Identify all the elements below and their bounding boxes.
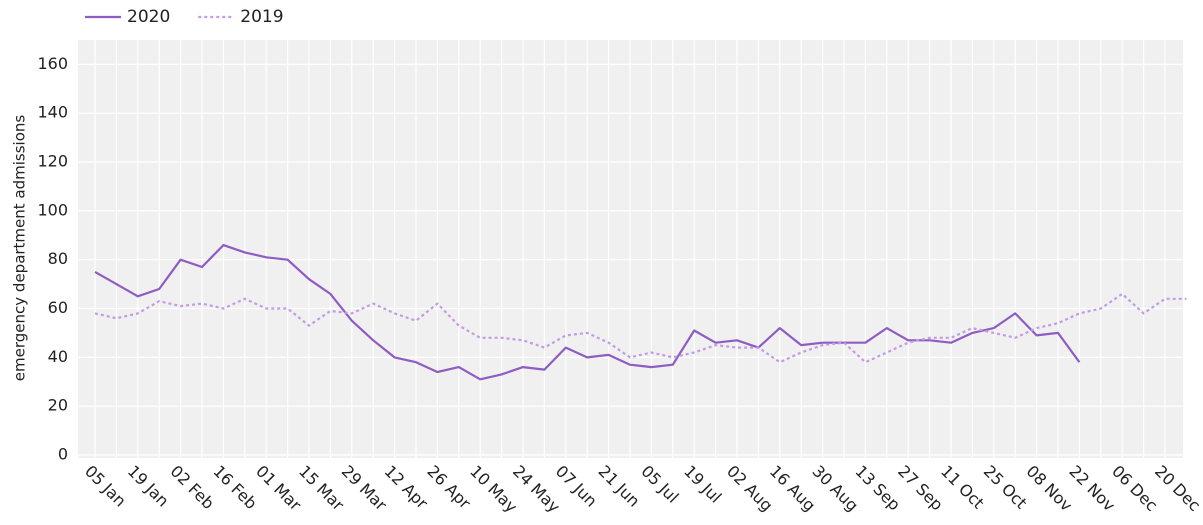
legend-label: 2019 — [240, 7, 283, 27]
x-tick-label: 24 May — [509, 462, 564, 517]
x-tick-label: 06 Dec — [1108, 462, 1161, 515]
x-tick-label: 11 Oct — [937, 462, 988, 513]
x-tick-label: 16 Aug — [766, 462, 820, 516]
x-tick-label: 08 Nov — [1023, 462, 1077, 516]
x-tick-label: 26 Apr — [423, 462, 474, 513]
y-tick-label: 120 — [37, 152, 68, 171]
x-tick-label: 02 Feb — [167, 462, 218, 513]
series-line — [94, 292, 1187, 364]
y-tick-label: 140 — [37, 103, 68, 122]
x-tick-label: 21 Jun — [595, 462, 644, 511]
x-tick-label: 01 Mar — [252, 462, 305, 515]
x-tick-label: 10 May — [466, 462, 521, 517]
x-tick-label: 22 Nov — [1065, 462, 1119, 516]
y-axis-label: emergency department admissions — [11, 115, 29, 382]
x-tick-label: 20 Dec — [1151, 462, 1203, 515]
x-tick-label: 27 Sep — [894, 462, 947, 515]
x-tick-label: 05 Jan — [81, 462, 130, 511]
y-tick-label: 40 — [48, 347, 68, 366]
x-tick-label: 02 Aug — [723, 462, 777, 516]
x-tick-label: 05 Jul — [637, 462, 682, 507]
legend-label: 2020 — [127, 7, 170, 27]
series-line — [94, 244, 1081, 381]
x-tick-label: 13 Sep — [851, 462, 904, 515]
x-tick-label: 16 Feb — [209, 462, 260, 513]
y-tick-label: 0 — [58, 445, 68, 464]
y-tick-label: 100 — [37, 200, 68, 219]
x-tick-label: 19 Jan — [124, 462, 173, 511]
x-tick-label: 25 Oct — [980, 462, 1031, 513]
x-tick-label: 15 Mar — [295, 462, 348, 515]
x-tick-label: 29 Mar — [338, 462, 391, 515]
x-tick-label: 12 Apr — [381, 462, 432, 513]
y-tick-label: 80 — [48, 249, 68, 268]
x-tick-label: 30 Aug — [809, 462, 863, 516]
x-tick-label: 19 Jul — [680, 462, 725, 507]
y-tick-label: 60 — [48, 298, 68, 317]
y-tick-label: 160 — [37, 54, 68, 73]
y-tick-label: 20 — [48, 396, 68, 415]
